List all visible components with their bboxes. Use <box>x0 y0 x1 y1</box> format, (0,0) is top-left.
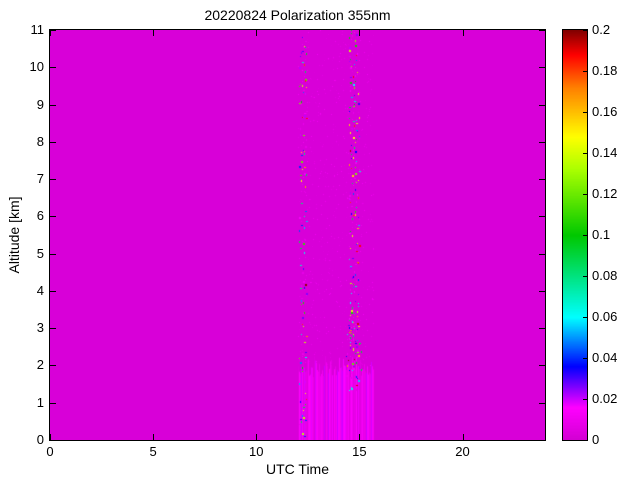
colorbar-tick-mark <box>583 399 587 400</box>
x-tick-label: 5 <box>149 444 157 459</box>
y-tick-mark <box>539 291 545 292</box>
y-tick-mark <box>539 105 545 106</box>
y-tick-mark <box>539 30 545 31</box>
y-tick-mark <box>539 403 545 404</box>
colorbar-tick-label: 0.02 <box>592 391 618 406</box>
y-tick-mark <box>539 179 545 180</box>
colorbar-tick-label: 0.08 <box>592 268 618 283</box>
y-tick-label: 7 <box>36 171 44 187</box>
y-tick-mark <box>50 179 56 180</box>
colorbar-tick-label: 0.18 <box>592 63 618 78</box>
y-tick-mark <box>539 142 545 143</box>
x-tick-label: 0 <box>46 444 54 459</box>
colorbar-tick-label: 0.06 <box>592 309 618 324</box>
x-tick-label: 20 <box>455 444 470 459</box>
x-tick-mark <box>256 30 257 36</box>
y-tick-label: 3 <box>36 320 44 336</box>
x-axis-label: UTC Time <box>266 461 329 477</box>
y-tick-label: 11 <box>30 22 45 37</box>
y-tick-mark <box>50 30 56 31</box>
x-tick-mark <box>153 434 154 440</box>
chart-title: 20220824 Polarization 355nm <box>204 7 391 23</box>
y-tick-mark <box>50 403 56 404</box>
x-tick-mark <box>359 434 360 440</box>
y-tick-mark <box>50 105 56 106</box>
y-tick-label: 5 <box>36 245 44 261</box>
colorbar-tick-mark <box>583 358 587 359</box>
colorbar-tick-mark <box>583 317 587 318</box>
colorbar-tick-label: 0.16 <box>592 104 618 119</box>
x-tick-mark <box>463 30 464 36</box>
y-tick-mark <box>50 365 56 366</box>
y-tick-mark <box>539 328 545 329</box>
colorbar-tick-mark <box>583 112 587 113</box>
x-tick-mark <box>50 30 51 36</box>
y-tick-mark <box>50 440 56 441</box>
colorbar-tick-mark <box>583 71 587 72</box>
x-tick-mark <box>153 30 154 36</box>
colorbar-tick-label: 0.14 <box>592 145 618 160</box>
colorbar-tick-mark <box>583 440 587 441</box>
y-tick-mark <box>50 328 56 329</box>
y-tick-mark <box>539 67 545 68</box>
x-tick-label: 15 <box>352 444 367 459</box>
y-tick-mark <box>539 440 545 441</box>
heatmap-canvas <box>50 30 545 440</box>
y-tick-mark <box>50 142 56 143</box>
colorbar-tick-mark <box>583 276 587 277</box>
colorbar-tick-label: 0.2 <box>592 22 611 37</box>
y-tick-label: 4 <box>36 282 44 298</box>
y-tick-label: 6 <box>36 208 44 224</box>
colorbar-tick-mark <box>583 235 587 236</box>
colorbar-tick-label: 0 <box>592 432 600 447</box>
y-tick-mark <box>50 67 56 68</box>
y-tick-label: 0 <box>36 432 44 447</box>
y-tick-label: 10 <box>29 59 44 75</box>
y-tick-mark <box>539 365 545 366</box>
y-tick-label: 2 <box>36 357 44 373</box>
y-tick-mark <box>539 254 545 255</box>
colorbar-tick-label: 0.12 <box>592 186 618 201</box>
x-tick-mark <box>256 434 257 440</box>
x-tick-label: 10 <box>249 444 264 459</box>
colorbar-tick-label: 0.04 <box>592 350 618 365</box>
colorbar-tick-label: 0.1 <box>592 227 611 242</box>
y-tick-label: 1 <box>36 394 44 410</box>
y-tick-mark <box>50 216 56 217</box>
y-tick-mark <box>50 291 56 292</box>
x-tick-mark <box>463 434 464 440</box>
x-tick-mark <box>50 434 51 440</box>
y-axis-label: Altitude [km] <box>6 196 22 274</box>
y-tick-label: 9 <box>36 96 44 112</box>
y-tick-mark <box>539 216 545 217</box>
y-tick-label: 8 <box>36 133 44 149</box>
x-tick-mark <box>359 30 360 36</box>
y-tick-mark <box>50 254 56 255</box>
colorbar-tick-mark <box>583 194 587 195</box>
colorbar-tick-mark <box>583 30 587 31</box>
colorbar-tick-mark <box>583 153 587 154</box>
